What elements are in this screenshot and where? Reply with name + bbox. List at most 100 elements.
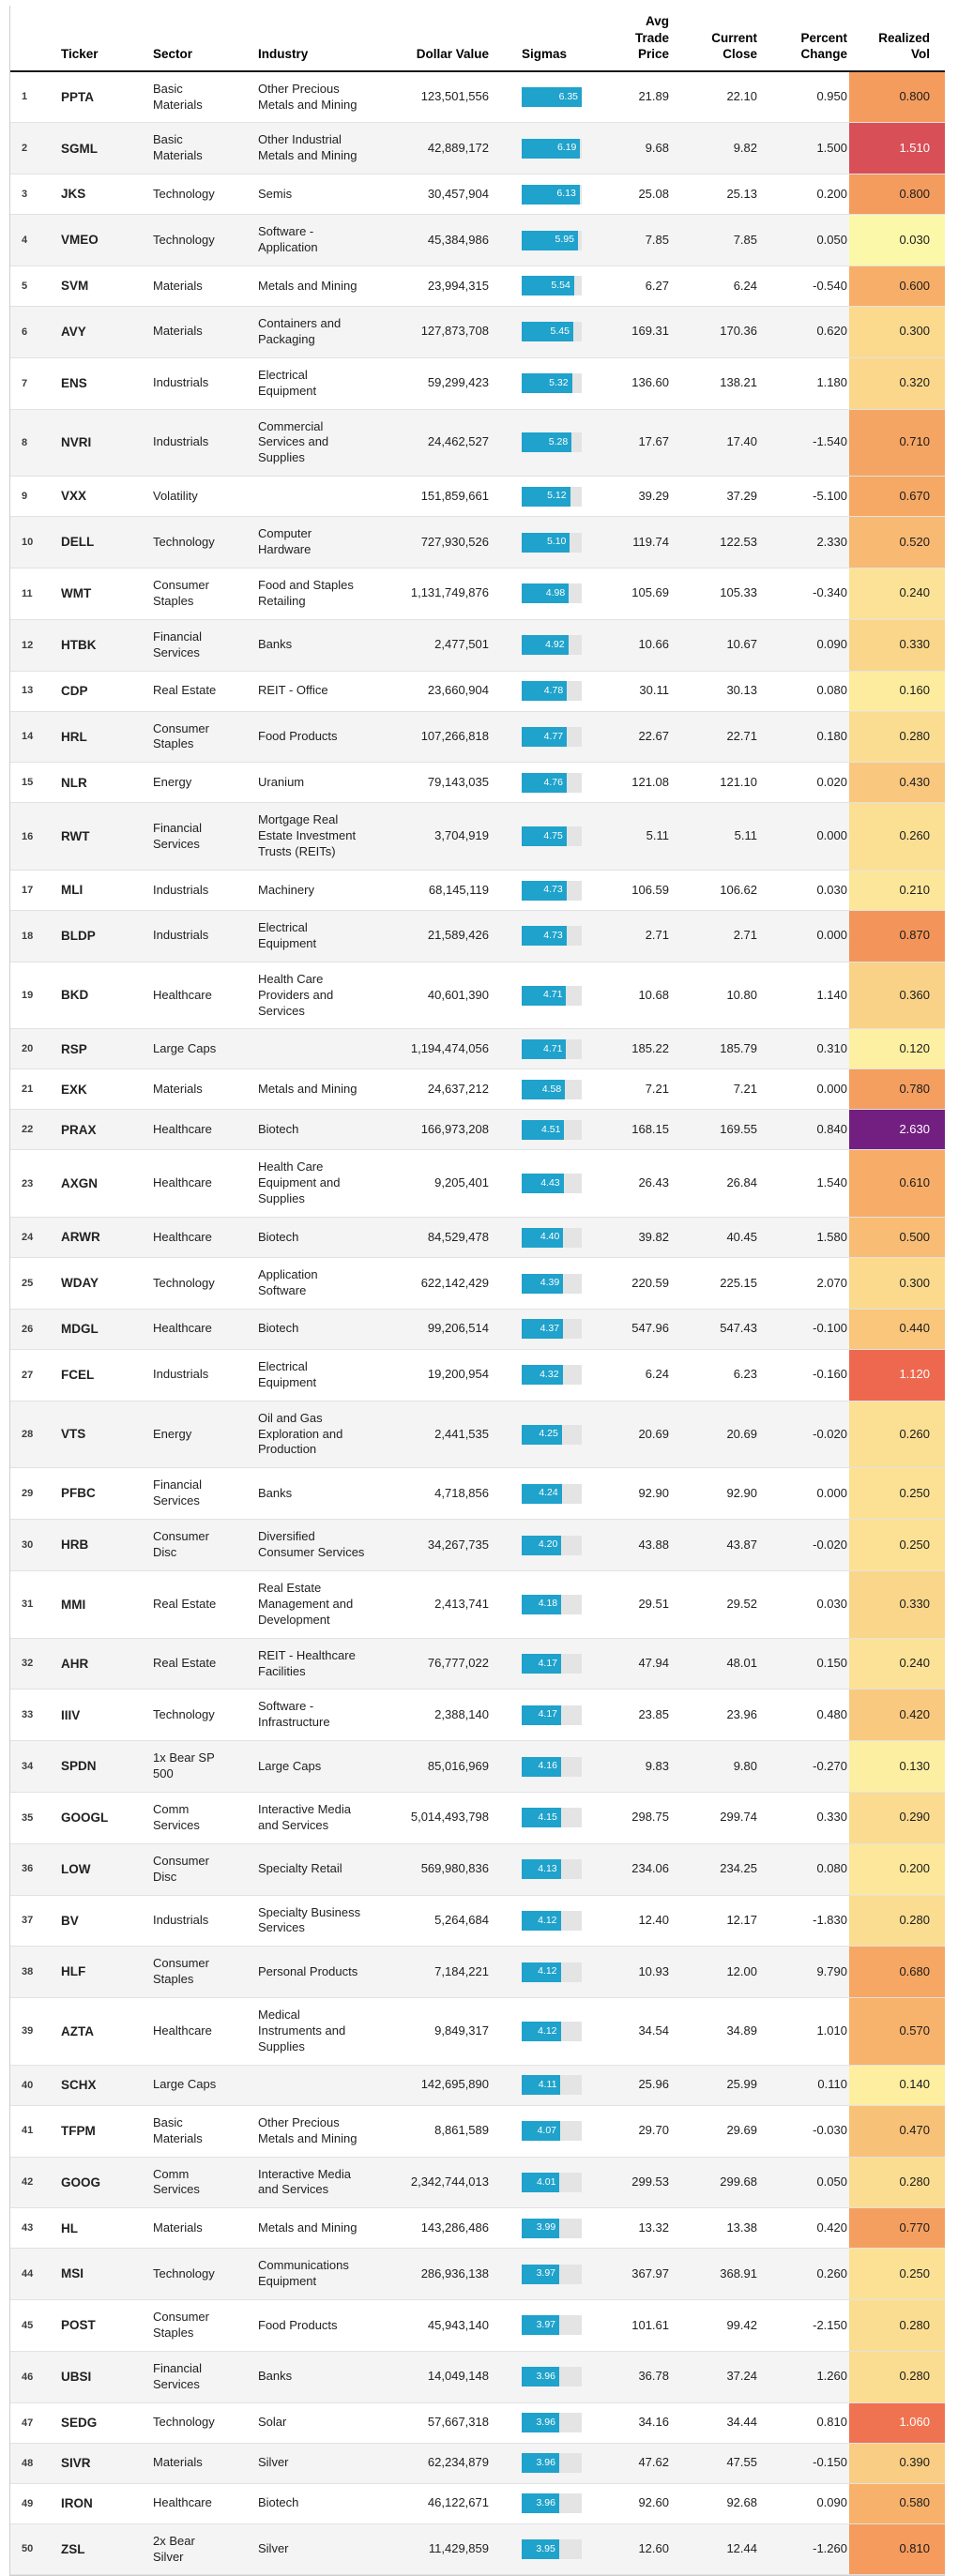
ticker-cell: GOOG: [61, 2174, 101, 2190]
dollar-value-cell: 99,206,514: [427, 1321, 489, 1336]
current-close-cell: 99.42: [726, 2317, 757, 2332]
sigmas-cell: 4.78: [491, 672, 585, 710]
avg-trade-price-cell: 34.16: [638, 2415, 669, 2430]
sigma-bar-fill: 4.25: [522, 1424, 562, 1445]
realized-vol-cell: 0.300: [849, 1258, 945, 1309]
table-row: 45 POST Consumer Staples Food Products 45,94…: [10, 2300, 945, 2352]
ticker-cell: AHR: [61, 1656, 89, 1671]
current-close-cell: 17.40: [726, 434, 757, 449]
sigma-bar-fill: 4.75: [522, 826, 567, 847]
industry-cell: Semis: [258, 186, 293, 201]
sigma-bar-track: 4.17: [522, 1705, 582, 1725]
sigma-bar-fill: 4.17: [522, 1705, 562, 1725]
ticker-cell: HL: [61, 2220, 78, 2235]
avg-trade-price-cell: 168.15: [631, 1122, 669, 1137]
sector-cell: Basic Materials: [153, 132, 203, 163]
avg-trade-price-cell: 43.88: [638, 1537, 669, 1552]
sector-cell: Volatility: [153, 488, 198, 503]
avg-trade-price-cell: 299.53: [631, 2174, 669, 2189]
realized-vol-cell: 0.870: [849, 911, 945, 962]
percent-change-cell: 1.140: [816, 987, 847, 1002]
header-dollar-value: Dollar Value: [416, 47, 489, 62]
sigma-bar-track: 4.01: [522, 2172, 582, 2192]
dollar-value-cell: 5,014,493,798: [410, 1810, 489, 1825]
sigmas-cell: 3.97: [491, 2255, 585, 2294]
sector-cell: Industrials: [153, 1367, 209, 1382]
row-rank: 29: [22, 1488, 34, 1500]
sigma-bar-fill: 3.95: [522, 2539, 559, 2560]
sigmas-cell: 6.19: [491, 129, 585, 168]
current-close-cell: 6.24: [733, 278, 757, 293]
current-close-cell: 40.45: [726, 1229, 757, 1244]
sigmas-cell: 4.11: [491, 2066, 585, 2104]
current-close-cell: 12.00: [726, 1963, 757, 1978]
row-rank: 42: [22, 2176, 34, 2189]
avg-trade-price-cell: 367.97: [631, 2265, 669, 2281]
sigmas-cell: 3.96: [491, 2484, 585, 2523]
sector-cell: Real Estate: [153, 1596, 217, 1611]
dollar-value-cell: 84,529,478: [427, 1229, 489, 1244]
sector-cell: Healthcare: [153, 987, 212, 1002]
dollar-value-cell: 23,660,904: [427, 683, 489, 698]
ticker-cell: NVRI: [61, 435, 92, 450]
dollar-value-cell: 59,299,423: [427, 375, 489, 390]
percent-change-cell: 0.110: [817, 2077, 847, 2092]
sigma-bar-fill: 4.37: [522, 1319, 564, 1340]
sector-cell: Technology: [153, 232, 215, 247]
table-row: 30 HRB Consumer Disc Diversified Consumer S…: [10, 1520, 945, 1571]
dollar-value-cell: 57,667,318: [427, 2415, 489, 2430]
ticker-cell: UBSI: [61, 2369, 92, 2384]
current-close-cell: 29.69: [726, 2123, 757, 2138]
row-rank: 10: [22, 536, 34, 548]
table-row: 28 VTS Energy Oil and Gas Exploration and P…: [10, 1401, 945, 1469]
avg-trade-price-cell: 298.75: [631, 1810, 669, 1825]
table-row: 47 SEDG Technology Solar 57,667,318 3.96 34.16…: [10, 2402, 945, 2444]
current-close-cell: 37.29: [726, 488, 757, 503]
sigma-bar-track: 3.95: [522, 2539, 582, 2560]
current-close-cell: 122.53: [720, 534, 757, 549]
ticker-cell: JKS: [61, 187, 86, 202]
avg-trade-price-cell: 6.24: [645, 1367, 669, 1382]
sigma-bar-track: 4.43: [522, 1174, 582, 1194]
industry-cell: Specialty Business Services: [258, 1904, 361, 1935]
ticker-cell: HRB: [61, 1538, 89, 1553]
ticker-cell: NLR: [61, 775, 87, 790]
industry-cell: Electrical Equipment: [258, 920, 317, 950]
sigmas-cell: 4.07: [491, 2112, 585, 2150]
sector-cell: 2x Bear Silver: [153, 2533, 195, 2564]
sigma-bar-fill: 4.92: [522, 635, 569, 656]
sigma-bar-fill: 4.98: [522, 583, 570, 604]
sigma-bar-track: 4.98: [522, 583, 582, 604]
avg-trade-price-cell: 169.31: [631, 324, 669, 339]
dollar-value-cell: 34,267,735: [427, 1537, 489, 1552]
realized-vol-cell: 0.500: [849, 1218, 945, 1258]
current-close-cell: 9.82: [733, 140, 757, 155]
industry-cell: Health Care Providers and Services: [258, 971, 334, 1018]
percent-change-cell: -1.830: [813, 1912, 847, 1927]
percent-change-cell: 0.150: [816, 1656, 847, 1671]
row-rank: 34: [22, 1760, 34, 1772]
table-row: 44 MSI Technology Communications Equipment 2…: [10, 2249, 945, 2301]
percent-change-cell: 1.180: [816, 375, 847, 390]
sigma-bar-track: 4.24: [522, 1483, 582, 1504]
current-close-cell: 25.13: [726, 186, 757, 201]
dollar-value-cell: 1,194,474,056: [410, 1041, 489, 1056]
sigma-bar-track: 4.39: [522, 1273, 582, 1294]
sigma-bar-fill: 4.32: [522, 1365, 563, 1386]
percent-change-cell: 0.480: [816, 1706, 847, 1721]
dollar-value-cell: 8,861,589: [434, 2123, 489, 2138]
sigma-bar-track: 6.35: [522, 87, 582, 108]
table-row: 3 JKS Technology Semis 30,457,904 6.13 25.08 25…: [10, 174, 945, 216]
sector-cell: Basic Materials: [153, 2114, 203, 2145]
sigmas-cell: 4.37: [491, 1310, 585, 1348]
row-rank: 20: [22, 1043, 34, 1055]
dollar-value-cell: 569,980,836: [420, 1861, 489, 1876]
dollar-value-cell: 24,462,527: [427, 434, 489, 449]
realized-vol-cell: 0.580: [849, 2483, 945, 2523]
current-close-cell: 10.80: [726, 987, 757, 1002]
dollar-value-cell: 24,637,212: [427, 1082, 489, 1097]
sigmas-cell: 4.76: [491, 764, 585, 802]
sigma-bar-fill: 4.17: [522, 1654, 562, 1674]
sector-cell: Energy: [153, 774, 192, 789]
sector-cell: Materials: [153, 278, 203, 293]
